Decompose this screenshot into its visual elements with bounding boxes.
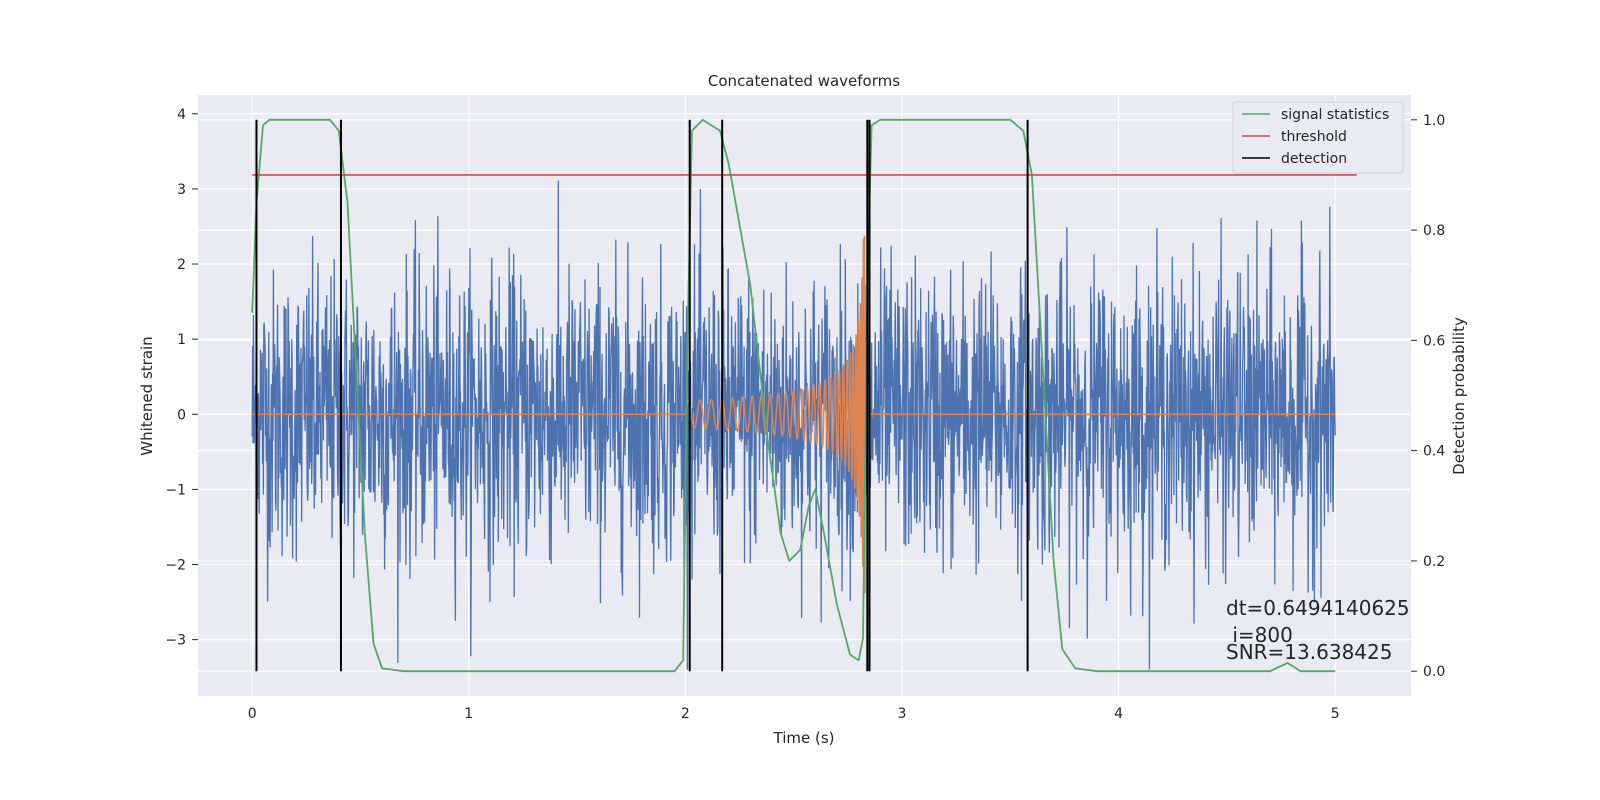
y-tick-label: −1 — [165, 482, 186, 498]
series-detection — [255, 119, 1029, 672]
injected-chirp-line — [252, 235, 1336, 594]
y-tick-label: 0 — [177, 407, 186, 423]
axis-ticks: 0 1 2 3 4 5 −3 −2 −1 0 1 2 3 4 0.0 0.2 0.4 0.6 0.8 1.0 — [165, 107, 1445, 722]
x-tick-label: 0 — [248, 706, 257, 722]
signal-statistics-line — [251, 118, 1336, 673]
y2-tick-label: 0.0 — [1423, 664, 1445, 680]
legend-label-threshold: threshold — [1281, 129, 1347, 145]
series-injected-chirp — [252, 235, 1336, 594]
annotation-dt: dt=0.6494140625 — [1226, 596, 1410, 620]
y2-tick-label: 1.0 — [1423, 113, 1445, 129]
y2-tick-label: 0.4 — [1423, 444, 1445, 460]
legend-label-detection: detection — [1281, 151, 1347, 167]
chart-title: Concatenated waveforms — [708, 72, 900, 90]
y-axis-label: Whitened strain — [138, 336, 156, 455]
x-tick-label: 2 — [681, 706, 690, 722]
series-whitened-strain — [251, 180, 1336, 670]
x-tick-label: 1 — [464, 706, 473, 722]
legend-box — [1232, 101, 1404, 174]
legend: signal statistics threshold detection — [1232, 101, 1404, 174]
y-tick-label: −2 — [165, 558, 186, 574]
y-tick-label: 2 — [177, 257, 186, 273]
x-tick-label: 4 — [1114, 706, 1123, 722]
legend-label-signal-statistics: signal statistics — [1281, 107, 1389, 123]
x-tick-label: 5 — [1331, 706, 1340, 722]
annotation-snr: SNR=13.638425 — [1226, 640, 1392, 664]
y2-tick-label: 0.6 — [1423, 333, 1445, 349]
y-tick-label: −3 — [165, 633, 186, 649]
y2-tick-label: 0.2 — [1423, 554, 1445, 570]
x-tick-label: 3 — [898, 706, 907, 722]
y-tick-label: 4 — [177, 107, 186, 123]
y-tick-label: 3 — [177, 182, 186, 198]
y-tick-label: 1 — [177, 332, 186, 348]
y2-tick-label: 0.8 — [1423, 223, 1445, 239]
whitened-strain-line — [251, 180, 1336, 670]
series-signal-statistics — [251, 118, 1336, 673]
y2-axis-label: Detection probability — [1450, 317, 1468, 475]
x-axis-label: Time (s) — [773, 729, 835, 747]
annotation-index: i=800 — [1226, 623, 1293, 647]
